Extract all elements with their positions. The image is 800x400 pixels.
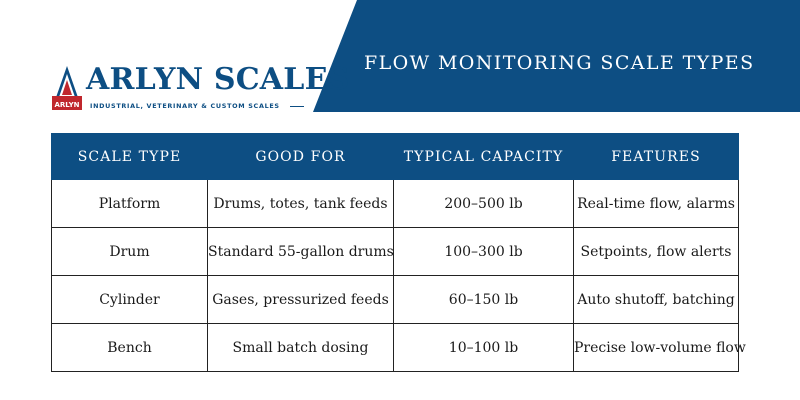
title-banner-shape (313, 0, 800, 112)
cell-good-for: Standard 55-gallon drums (207, 227, 394, 276)
cell-scale-type: Bench (51, 323, 208, 372)
cell-typical-capacity: 100–300 lb (393, 227, 574, 276)
cell-typical-capacity: 60–150 lb (393, 275, 574, 324)
cell-good-for: Small batch dosing (207, 323, 394, 372)
table-row: Platform Drums, totes, tank feeds 200–50… (51, 179, 739, 228)
cell-scale-type: Platform (51, 179, 208, 228)
cell-scale-type: Cylinder (51, 275, 208, 324)
cell-good-for: Drums, totes, tank feeds (207, 179, 394, 228)
tagline-divider (290, 106, 304, 107)
brand-name: ARLYN SCALES (86, 62, 350, 97)
brand-logo: ARLYN ARLYN SCALES INDUSTRIAL, VETERINAR… (52, 62, 349, 112)
table-row: Bench Small batch dosing 10–100 lb Preci… (51, 323, 746, 372)
header-features: FEATURES (573, 133, 739, 180)
cell-features: Precise low-volume flow (573, 323, 746, 372)
cell-typical-capacity: 200–500 lb (393, 179, 574, 228)
table-row: Drum Standard 55-gallon drums 100–300 lb… (51, 227, 739, 276)
cell-typical-capacity: 10–100 lb (393, 323, 574, 372)
table-header-row: SCALE TYPE GOOD FOR TYPICAL CAPACITY FEA… (51, 133, 739, 180)
arlyn-logo-icon: ARLYN (52, 66, 82, 110)
brand-tagline: INDUSTRIAL, VETERINARY & CUSTOM SCALES (90, 102, 280, 110)
header-scale-type: SCALE TYPE (51, 133, 208, 180)
cell-features: Setpoints, flow alerts (573, 227, 739, 276)
scale-types-table: SCALE TYPE GOOD FOR TYPICAL CAPACITY FEA… (51, 133, 746, 372)
cell-good-for: Gases, pressurized feeds (207, 275, 394, 324)
page-title: FLOW MONITORING SCALE TYPES (364, 52, 755, 74)
header-typical-capacity: TYPICAL CAPACITY (393, 133, 574, 180)
logo-badge-text: ARLYN (54, 101, 79, 109)
cell-scale-type: Drum (51, 227, 208, 276)
cell-features: Real-time flow, alarms (573, 179, 739, 228)
header-good-for: GOOD FOR (207, 133, 394, 180)
table-row: Cylinder Gases, pressurized feeds 60–150… (51, 275, 739, 324)
cell-features: Auto shutoff, batching (573, 275, 739, 324)
title-banner (313, 0, 800, 112)
